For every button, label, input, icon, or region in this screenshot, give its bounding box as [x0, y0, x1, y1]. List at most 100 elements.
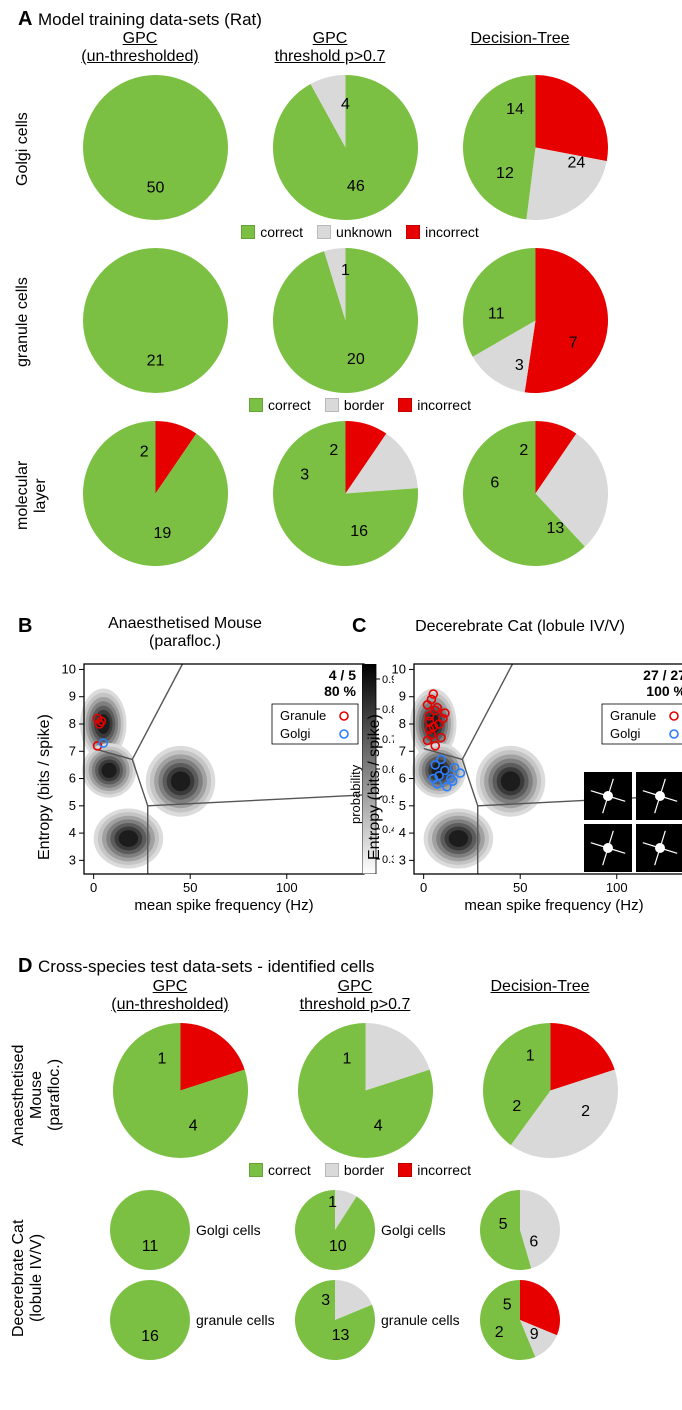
svg-text:19: 19: [153, 525, 171, 542]
svg-text:7: 7: [568, 334, 577, 351]
pie-chart: 120: [273, 248, 418, 393]
legend-label: correct: [268, 397, 311, 413]
panel-a-letter: A: [18, 8, 32, 31]
panel-a-title: Model training data-sets (Rat): [38, 10, 262, 30]
panel-d-title: Cross-species test data-sets - identifie…: [38, 957, 374, 977]
svg-text:3: 3: [69, 852, 76, 867]
svg-text:7: 7: [69, 743, 76, 758]
pie-chart: 2 3 16: [273, 421, 418, 566]
panel-b-plot: 0501003456789104 / 580 %GranuleGolgimean…: [40, 660, 350, 930]
svg-text:2: 2: [329, 442, 338, 459]
row-label: Golgi cells: [14, 87, 32, 212]
panel-b-title: Anaesthetised Mouse(parafloc.): [55, 615, 315, 651]
svg-text:9: 9: [69, 689, 76, 704]
svg-text:9: 9: [530, 1326, 539, 1343]
svg-text:4: 4: [399, 825, 406, 840]
column-header: Decision-Tree: [435, 30, 605, 48]
svg-text:46: 46: [346, 178, 364, 195]
colorbar-label: probability: [678, 714, 682, 824]
svg-text:4: 4: [341, 96, 350, 113]
svg-text:10: 10: [62, 661, 76, 676]
svg-text:100: 100: [276, 880, 298, 895]
legend-swatch: [317, 225, 331, 239]
cell-type-label: granule cells: [381, 1312, 460, 1328]
svg-text:5: 5: [399, 798, 406, 813]
colorbar-label: probability: [348, 714, 363, 824]
panel-a-area: GPC(un-thresholded)GPCthreshold p>0.7Dec…: [0, 30, 682, 600]
svg-text:13: 13: [546, 520, 564, 537]
column-header: GPC(un-thresholded): [85, 978, 255, 1014]
cell-type-label: Golgi cells: [381, 1222, 446, 1238]
svg-text:27 / 27: 27 / 27: [643, 667, 682, 683]
pie-chart: 110: [295, 1190, 375, 1270]
svg-text:100: 100: [606, 880, 628, 895]
pie-chart: 122: [483, 1023, 618, 1158]
svg-text:4: 4: [188, 1117, 197, 1134]
legend-label: correct: [260, 224, 303, 240]
svg-text:1: 1: [157, 1050, 166, 1067]
legend-label: border: [344, 1162, 384, 1178]
row-label: molecularlayer: [14, 433, 50, 558]
legend-label: incorrect: [417, 397, 471, 413]
legend-swatch: [325, 398, 339, 412]
column-header: Decision-Tree: [455, 978, 625, 996]
svg-text:3: 3: [514, 357, 523, 374]
svg-text:Granule: Granule: [610, 708, 656, 723]
svg-text:14: 14: [506, 101, 524, 118]
figure-root: A Model training data-sets (Rat) GPC(un-…: [0, 0, 682, 1410]
svg-text:50: 50: [146, 179, 164, 196]
svg-text:4 / 5: 4 / 5: [329, 667, 356, 683]
pie-chart: 219: [83, 421, 228, 566]
pie-chart: 21: [83, 248, 228, 393]
svg-text:21: 21: [146, 352, 164, 369]
column-header: GPCthreshold p>0.7: [270, 978, 440, 1014]
legend-swatch: [398, 398, 412, 412]
legend-label: border: [344, 397, 384, 413]
svg-text:13: 13: [332, 1327, 350, 1344]
panel-d-letter: D: [18, 955, 32, 978]
svg-text:3: 3: [399, 852, 406, 867]
pie-chart: 50: [83, 75, 228, 220]
svg-text:2: 2: [495, 1324, 504, 1341]
svg-text:2: 2: [519, 442, 528, 459]
panel-b-letter: B: [18, 615, 32, 638]
panel-c-letter: C: [352, 615, 366, 638]
svg-text:9: 9: [399, 689, 406, 704]
svg-text:0: 0: [420, 880, 427, 895]
svg-text:1: 1: [342, 1050, 351, 1067]
pie-chart: 14: [298, 1023, 433, 1158]
legend: correctborderincorrect: [160, 1162, 560, 1178]
svg-text:5: 5: [499, 1216, 508, 1233]
svg-text:100 %: 100 %: [646, 683, 682, 699]
pie-chart: 14: [113, 1023, 248, 1158]
svg-text:Golgi: Golgi: [610, 726, 640, 741]
legend: correctunknownincorrect: [150, 224, 570, 240]
svg-text:3: 3: [300, 467, 309, 484]
legend-swatch: [398, 1163, 412, 1177]
panel-c-plot: 05010034567891027 / 27100 %GranuleGolgim…: [370, 660, 680, 930]
legend-swatch: [406, 225, 420, 239]
svg-text:50: 50: [183, 880, 197, 895]
pie-chart: 2 6 13: [463, 421, 608, 566]
legend-swatch: [249, 398, 263, 412]
svg-text:Granule: Granule: [280, 708, 326, 723]
svg-text:5: 5: [503, 1297, 512, 1314]
svg-text:mean spike frequency (Hz): mean spike frequency (Hz): [464, 897, 643, 914]
svg-text:6: 6: [529, 1234, 538, 1251]
column-header: GPCthreshold p>0.7: [245, 30, 415, 66]
pie-chart: 56: [480, 1190, 560, 1270]
svg-text:16: 16: [350, 523, 368, 540]
svg-text:6: 6: [490, 475, 499, 492]
legend-label: incorrect: [417, 1162, 471, 1178]
pie-chart: 16: [110, 1280, 190, 1360]
svg-text:11: 11: [142, 1238, 159, 1255]
svg-text:4: 4: [373, 1117, 382, 1134]
panel-c-title: Decerebrate Cat (lobule IV/V): [375, 618, 665, 636]
svg-text:0: 0: [90, 880, 97, 895]
pie-chart: 141224: [463, 75, 608, 220]
legend-label: incorrect: [425, 224, 479, 240]
pie-chart: 5 2 9: [480, 1280, 560, 1360]
svg-text:6: 6: [69, 771, 76, 786]
svg-text:Golgi: Golgi: [280, 726, 310, 741]
svg-text:2: 2: [581, 1103, 590, 1120]
